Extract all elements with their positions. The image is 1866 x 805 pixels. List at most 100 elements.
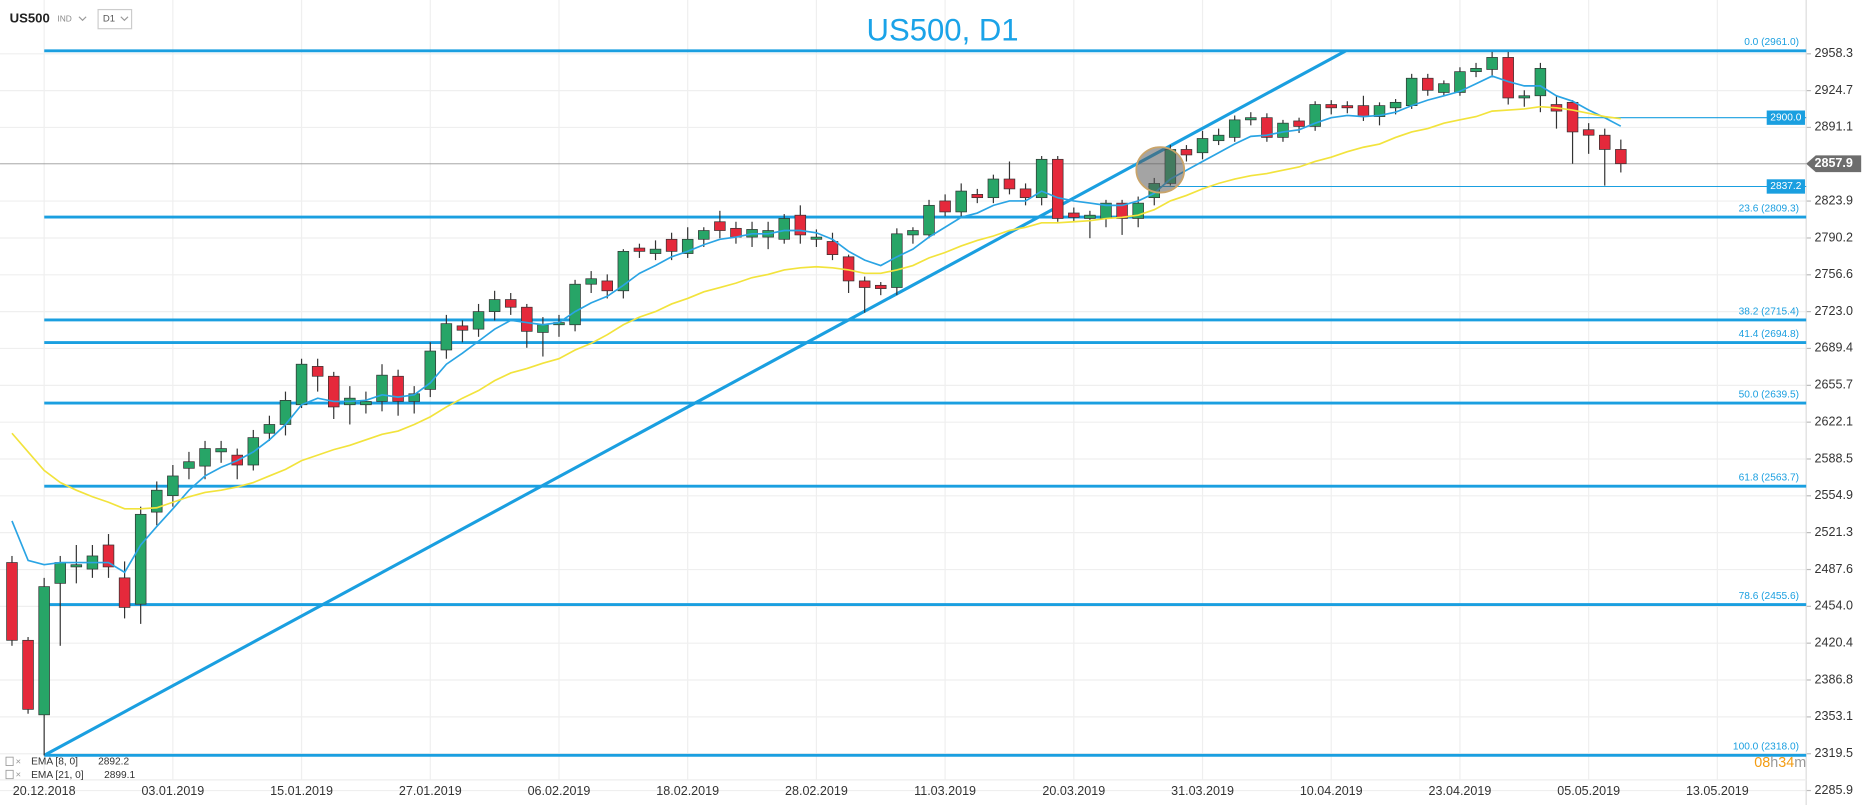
fib-label: 50.0 (2639.5) [1739,389,1799,400]
marks-layer: 0.0 (2961.0) 23.6 (2809.3) 38.2 (2715.4) 41… [6,37,1807,757]
candle-body [1132,202,1144,219]
x-tick-label: 31.03.2019 [1171,784,1234,798]
timeframe[interactable]: D1 [103,14,115,25]
candle-body [1438,83,1450,93]
candle-body [360,401,372,406]
candle-body [633,247,646,252]
y-tick-label: 2823.9 [1815,193,1853,207]
candle-body [134,513,147,605]
ema-line [11,75,1622,574]
price-level-label: 2900.0 [1770,112,1801,123]
candle-body [858,280,871,288]
candle-body [408,393,420,402]
candle-body [488,299,501,312]
trendline [43,49,1347,757]
last-price-tag [1806,155,1862,173]
y-tick-label: 2319.5 [1815,746,1853,760]
fib-label: 100.0 (2318.0) [1733,742,1799,753]
candle-body [102,544,115,568]
candle-body [199,448,211,467]
dropdown-arrow [78,16,87,22]
x-tick-label: 27.01.2019 [399,784,462,798]
candle-body [1373,105,1386,117]
candle-body [392,375,404,402]
candle-body [585,278,597,285]
candle-body [1341,105,1354,109]
timeframe-box[interactable] [97,8,133,30]
candle-body [923,204,935,236]
candle-body [907,230,919,236]
dropdown-arrow [120,16,129,22]
fib-label: 38.2 (2715.4) [1739,306,1799,317]
candle-body [1212,134,1225,142]
candle-body [971,194,984,199]
legend-icon [5,769,14,780]
countdown-hours: 08 [1754,755,1770,771]
candle-body [22,639,34,710]
candle-body [649,248,662,254]
fib-label: 61.8 (2563.7) [1739,472,1799,483]
chart-title: US500, D1 [867,13,1019,48]
candle-body [1357,105,1370,117]
candle-body [424,350,437,390]
x-tick-label: 20.03.2019 [1042,784,1105,798]
candle-body [1116,202,1128,219]
candle-body [569,283,581,326]
candle-body [54,562,66,584]
candle-body [955,190,967,213]
candle-body [794,214,807,236]
x-tick-label: 23.04.2019 [1429,784,1492,798]
candle-body [537,324,549,333]
y-tick-label: 2891.1 [1815,120,1853,134]
y-tick-label: 2790.2 [1815,230,1853,244]
candle-body [1405,77,1418,106]
x-tick-label: 20.12.2018 [13,784,76,798]
market[interactable]: IND [57,13,71,23]
candle-body [1051,158,1064,219]
candle-body [1180,149,1193,156]
highlight-circle [1135,146,1186,194]
legend-close: × [16,756,22,767]
price-level-label: 2837.2 [1770,181,1801,192]
candle-body [167,475,179,497]
candle-body [1228,119,1241,138]
candle-body [826,241,839,255]
legend-name: EMA [8, 0] [31,757,78,768]
y-tick-label: 2588.5 [1815,451,1853,465]
legend-name: EMA [21, 0] [31,770,84,781]
x-tick-label: 18.02.2019 [656,784,719,798]
y-tick-label: 2285.9 [1815,783,1853,797]
candle-body [376,374,388,402]
legend-value: 2892.2 [98,757,129,768]
ema-line [11,105,1621,510]
candle-body [504,299,517,308]
candle-body [1019,188,1032,199]
candle-body [1035,158,1048,199]
candle-body [118,577,131,608]
fib-label: 23.6 (2809.3) [1739,203,1799,214]
candle-body [1084,214,1096,219]
candle-body [891,233,903,288]
candle-body [1518,95,1531,99]
y-tick-label: 2554.9 [1815,488,1853,502]
x-tick-label: 05.05.2019 [1557,784,1620,798]
y-tick-label: 2958.3 [1815,46,1853,60]
y-tick-label: 2353.1 [1815,709,1853,723]
price-level-tag [1766,110,1805,125]
candle-body [70,564,83,568]
candle-body [1325,104,1337,109]
countdown-minutes: 34 [1778,755,1794,771]
y-tick-label: 2454.0 [1815,599,1853,613]
symbol[interactable]: US500 [10,11,50,26]
candle-body [778,218,790,240]
candle-body [328,375,340,408]
fib-label: 41.4 (2694.8) [1739,329,1799,340]
candle-body [151,489,163,513]
x-tick-label: 06.02.2019 [528,784,591,798]
legend-icon [5,756,14,766]
y-tick-label: 2655.7 [1815,378,1853,392]
countdown-unit: h [1770,755,1778,771]
candle-body [601,280,613,292]
y-tick-label: 2622.1 [1815,414,1853,428]
